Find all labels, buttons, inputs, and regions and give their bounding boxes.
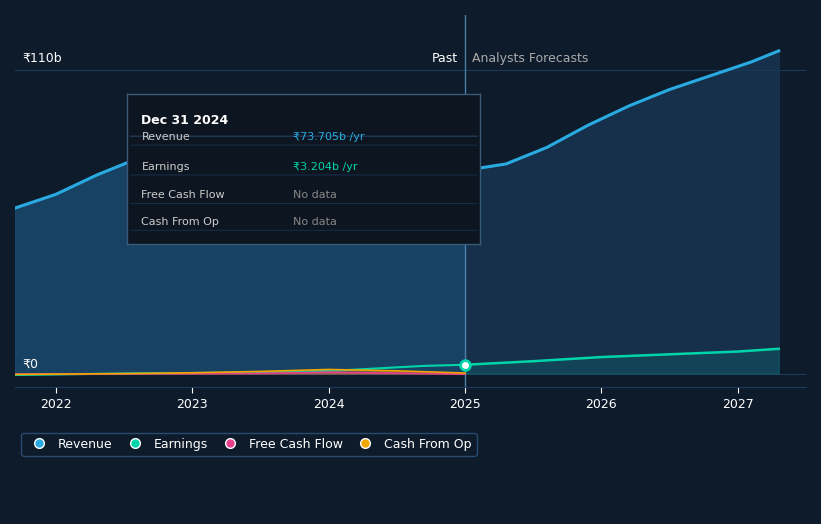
Text: ₹3.204b /yr: ₹3.204b /yr xyxy=(293,162,358,172)
Text: ₹73.705b /yr: ₹73.705b /yr xyxy=(293,132,365,142)
Text: ₹110b: ₹110b xyxy=(22,52,62,64)
Text: Dec 31 2024: Dec 31 2024 xyxy=(141,114,228,127)
Text: ₹0: ₹0 xyxy=(22,358,38,371)
Text: Past: Past xyxy=(432,52,458,64)
Text: Revenue: Revenue xyxy=(141,132,190,142)
Text: No data: No data xyxy=(293,190,337,200)
Text: No data: No data xyxy=(293,217,337,227)
Legend: Revenue, Earnings, Free Cash Flow, Cash From Op: Revenue, Earnings, Free Cash Flow, Cash … xyxy=(21,433,477,456)
Text: Cash From Op: Cash From Op xyxy=(141,217,219,227)
Text: Free Cash Flow: Free Cash Flow xyxy=(141,190,225,200)
Text: Analysts Forecasts: Analysts Forecasts xyxy=(472,52,588,64)
Text: Earnings: Earnings xyxy=(141,162,190,172)
